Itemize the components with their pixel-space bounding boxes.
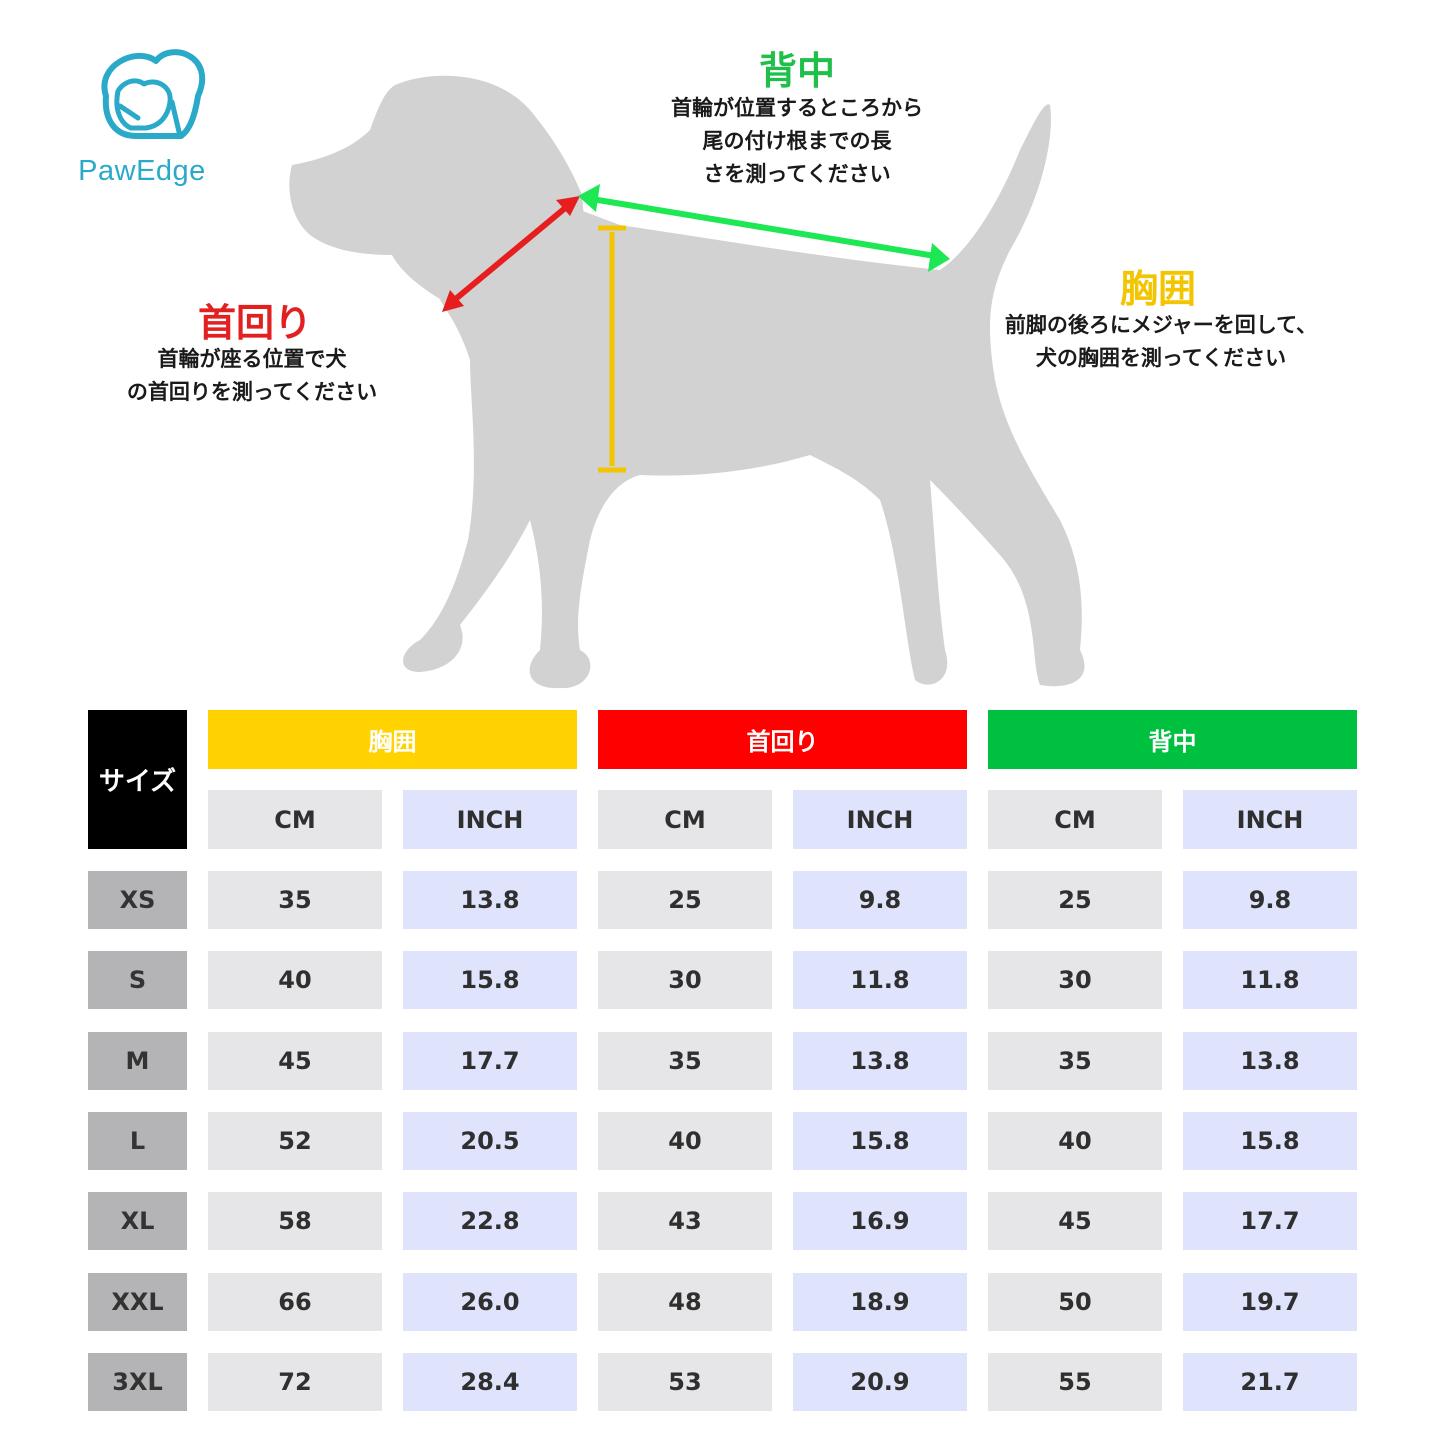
table-cell: 45: [208, 1032, 382, 1090]
neck-arrow: [442, 196, 580, 312]
size-label: XS: [88, 871, 187, 929]
table-cell: 13.8: [793, 1032, 967, 1090]
brand-name: PawEdge: [78, 155, 206, 187]
table-cell: 25: [598, 871, 772, 929]
table-cell: 13.8: [1183, 1032, 1357, 1090]
table-cell: 58: [208, 1192, 382, 1250]
table-cell: 40: [988, 1112, 1162, 1170]
table-cell: 21.7: [1183, 1353, 1357, 1411]
back-title: 背中: [758, 49, 835, 93]
unit-header-cm: CM: [208, 790, 382, 849]
table-cell: 25: [988, 871, 1162, 929]
chest-description: 前脚の後ろにメジャーを回して、 犬の胸囲を測ってください: [1004, 313, 1318, 370]
table-cell: 30: [988, 951, 1162, 1009]
back-arrow: [578, 184, 950, 272]
size-label: XXL: [88, 1273, 187, 1331]
table-cell: 15.8: [1183, 1112, 1357, 1170]
chest-title: 胸囲: [1119, 267, 1196, 311]
unit-header-cm: CM: [598, 790, 772, 849]
table-cell: 35: [988, 1032, 1162, 1090]
table-cell: 28.4: [403, 1353, 577, 1411]
table-cell: 15.8: [403, 951, 577, 1009]
pawedge-logo-icon: [101, 49, 206, 139]
table-cell: 22.8: [403, 1192, 577, 1250]
size-label: L: [88, 1112, 187, 1170]
table-cell: 20.9: [793, 1353, 967, 1411]
neck-description: 首輪が座る位置で犬 の首回りを測ってください: [126, 347, 378, 404]
table-cell: 43: [598, 1192, 772, 1250]
size-label: S: [88, 951, 187, 1009]
table-cell: 35: [208, 871, 382, 929]
unit-header-inch: INCH: [1183, 790, 1357, 849]
table-cell: 35: [598, 1032, 772, 1090]
table-cell: 11.8: [1183, 951, 1357, 1009]
table-cell: 16.9: [793, 1192, 967, 1250]
table-cell: 48: [598, 1273, 772, 1331]
table-cell: 26.0: [403, 1273, 577, 1331]
table-cell: 9.8: [793, 871, 967, 929]
table-cell: 13.8: [403, 871, 577, 929]
group-header-chest: 胸囲: [208, 710, 577, 769]
table-cell: 72: [208, 1353, 382, 1411]
size-label: M: [88, 1032, 187, 1090]
table-cell: 11.8: [793, 951, 967, 1009]
table-cell: 45: [988, 1192, 1162, 1250]
table-cell: 20.5: [403, 1112, 577, 1170]
table-cell: 19.7: [1183, 1273, 1357, 1331]
dog-measurement-diagram: [289, 75, 1085, 689]
unit-header-inch: INCH: [793, 790, 967, 849]
table-cell: 30: [598, 951, 772, 1009]
table-cell: 15.8: [793, 1112, 967, 1170]
table-cell: 52: [208, 1112, 382, 1170]
group-header-neck: 首回り: [598, 710, 967, 769]
table-cell: 40: [598, 1112, 772, 1170]
chest-arrow: [598, 225, 626, 473]
table-cell: 40: [208, 951, 382, 1009]
table-cell: 53: [598, 1353, 772, 1411]
size-header: サイズ: [88, 710, 187, 849]
table-cell: 50: [988, 1273, 1162, 1331]
table-cell: 66: [208, 1273, 382, 1331]
table-cell: 18.9: [793, 1273, 967, 1331]
unit-header-inch: INCH: [403, 790, 577, 849]
table-cell: 17.7: [403, 1032, 577, 1090]
back-description: 首輪が位置するところから 尾の付け根までの長 さを測ってください: [671, 96, 923, 186]
table-cell: 9.8: [1183, 871, 1357, 929]
table-cell: 17.7: [1183, 1192, 1357, 1250]
neck-title: 首回り: [197, 301, 312, 345]
table-cell: 55: [988, 1353, 1162, 1411]
group-header-back: 背中: [988, 710, 1357, 769]
size-label: 3XL: [88, 1353, 187, 1411]
size-label: XL: [88, 1192, 187, 1250]
unit-header-cm: CM: [988, 790, 1162, 849]
